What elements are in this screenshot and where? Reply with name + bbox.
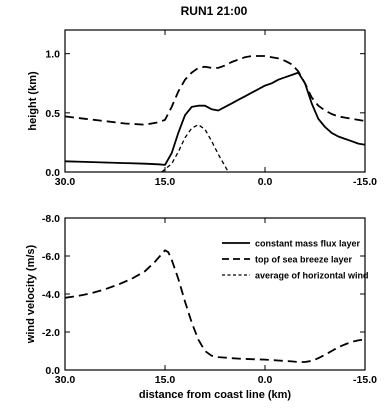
height-series-dashed-line: [64, 55, 366, 126]
legend-label: top of sea breeze layer: [255, 255, 353, 265]
height-x-tick-label: 0.0: [258, 176, 273, 188]
height-panel: 30.0 15.0 0.0 -15.0 0.0 0.5 1.0 height (km): [27, 29, 377, 188]
chart-title: RUN1 21:00: [181, 4, 248, 18]
height-series-group: [64, 55, 366, 173]
height-y-tick-label: 1.0: [45, 49, 60, 61]
legend: constant mass flux layer top of sea breez…: [222, 239, 369, 281]
wind-series-group: [64, 249, 366, 363]
x-axis-label: distance from coast line (km): [139, 389, 292, 401]
height-series-dotted-line: [161, 124, 229, 173]
height-series-solid-line: [64, 71, 366, 166]
legend-label: constant mass flux layer: [255, 239, 361, 249]
height-x-tick-label: 15.0: [155, 176, 176, 188]
wind-x-tick-label: 15.0: [155, 374, 176, 386]
wind-x-tick-label: 30.0: [55, 374, 76, 386]
height-plot-frame: [64, 29, 366, 173]
wind-y-axis-label: wind velocity (m/s): [25, 244, 37, 344]
height-x-tick-label: 30.0: [55, 176, 76, 188]
height-y-tick-label: 0.0: [45, 167, 60, 179]
wind-y-tick-label: -2.0: [42, 327, 60, 339]
wind-x-tick-label: 0.0: [258, 374, 273, 386]
wind-panel: 30.0 15.0 0.0 -15.0 0.0 -2.0 -4.0 -6.0 -8.0 wind…: [25, 213, 377, 401]
legend-label: average of horizontal wind: [255, 271, 369, 281]
wind-axis-ticks: 30.0 15.0 0.0 -15.0 0.0 -2.0 -4.0 -6.0 -8.0: [42, 213, 377, 386]
height-y-axis-label: height (km): [27, 71, 39, 131]
wind-y-tick-label: -6.0: [42, 251, 60, 263]
height-y-tick-label: 0.5: [45, 108, 60, 120]
height-axis-ticks: 30.0 15.0 0.0 -15.0 0.0 0.5 1.0: [45, 30, 377, 188]
wind-y-tick-label: -4.0: [42, 289, 60, 301]
wind-y-tick-label: -8.0: [42, 213, 60, 225]
height-x-tick-label: -15.0: [353, 176, 377, 188]
wind-y-tick-label: 0.0: [45, 365, 60, 377]
wind-x-tick-label: -15.0: [353, 374, 377, 386]
wind-series-dashed-line: [64, 249, 366, 363]
